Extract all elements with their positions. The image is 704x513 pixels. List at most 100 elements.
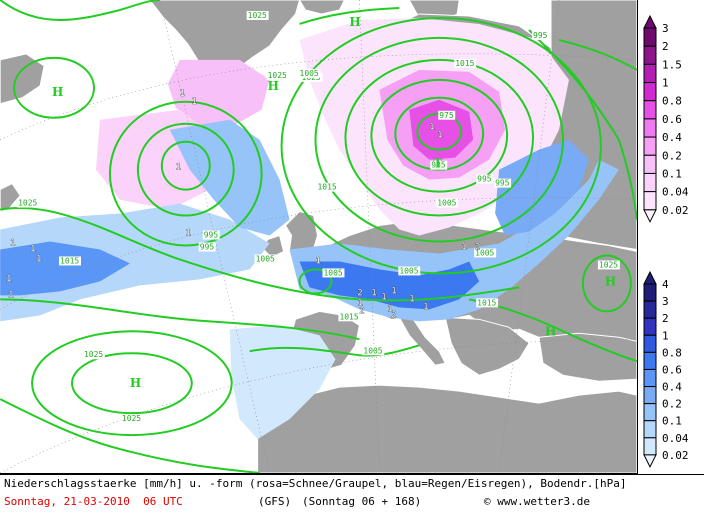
legend-tick-label: 1.5 <box>662 58 682 71</box>
isobar-ring <box>136 122 235 217</box>
isobar-label-bg <box>476 298 499 308</box>
precipitation-value-label: 1 <box>36 254 41 264</box>
legend-tick-label: 4 <box>662 278 669 291</box>
model-name: (GFS) <box>258 495 292 508</box>
legend-swatch <box>643 403 657 422</box>
isobar-ring <box>13 56 95 119</box>
legend-tick-label: 0.4 <box>662 381 682 394</box>
legend-tick-label: 1 <box>662 77 669 90</box>
precipitation-value-label: 1 <box>8 290 13 300</box>
isobar-line <box>0 0 160 21</box>
legend-tick-label: 2 <box>662 312 669 325</box>
precipitation-value-label: 2 <box>359 306 364 316</box>
valid-date: Sonntag, 21-03-2010 06 UTC <box>4 495 183 508</box>
legend-swatch <box>643 437 657 456</box>
legend-swatch <box>643 386 657 405</box>
legend-swatch <box>643 136 657 156</box>
isobar-line <box>0 398 260 473</box>
legend-arrow-top <box>643 270 657 285</box>
isobar-line <box>249 344 420 357</box>
legend-swatch <box>643 368 657 388</box>
landmass-labrador <box>0 53 45 105</box>
isobar-label: 1005 <box>437 199 456 208</box>
legend-swatch <box>643 27 657 47</box>
pressure-center-marker: H <box>268 79 279 93</box>
precipitation-pressure-map: 1025102510251015100599598597510159959959… <box>0 0 638 474</box>
pressure-center-marker: T <box>433 157 442 171</box>
isobar-label: 1025 <box>18 199 37 208</box>
isobar-ring <box>31 330 233 437</box>
pressure-center-marker: H <box>545 324 556 338</box>
legend-tick-label: 0.04 <box>662 186 689 199</box>
legend-swatch <box>643 300 657 319</box>
precipitation-value-label: 1 <box>316 256 321 266</box>
legend-swatch <box>643 191 657 211</box>
isobar-label-bg <box>597 260 620 270</box>
isobar-label: 985 <box>431 161 446 170</box>
legend-swatch <box>643 45 657 65</box>
isobar-label: 1005 <box>323 268 342 277</box>
legend-tick-label: 0.8 <box>662 346 682 359</box>
legend-swatch <box>643 420 657 439</box>
legend-tick-label: 0.02 <box>662 204 689 217</box>
isobar-label: 1005 <box>363 346 382 355</box>
pressure-center-marker: H <box>130 376 141 390</box>
isobar-label-bg <box>254 254 277 264</box>
isobar-label-bg <box>362 346 385 356</box>
rain-precipitation-areas <box>0 119 619 440</box>
isobar-label: 1025 <box>84 350 103 359</box>
rain-area-iceland-band <box>169 119 290 236</box>
isobar-label: 1025 <box>268 71 287 80</box>
isobar-label: 995 <box>495 179 510 188</box>
pressure-centers: H H H H H H T <box>52 15 616 390</box>
isobar-label: 1025 <box>122 414 141 423</box>
isobar-label-bg <box>82 350 105 360</box>
legend-tick-label: 0.6 <box>662 113 682 126</box>
isobar-ring <box>280 16 602 275</box>
isobar-label-bg <box>532 30 550 40</box>
isobar-label-bg <box>266 70 289 80</box>
graticule <box>0 0 637 473</box>
precipitation-value-label: 1 <box>387 304 392 314</box>
isobar-line <box>528 29 637 220</box>
precipitation-value-label: 2 <box>475 242 480 252</box>
isobars <box>0 0 637 473</box>
isobar-label: 995 <box>204 230 219 239</box>
isobar-label: 995 <box>200 242 215 251</box>
precipitation-value-label: 1 <box>10 238 15 248</box>
legend-swatch <box>643 100 657 120</box>
legend-tick-label: 0.8 <box>662 95 682 108</box>
snow-intensity-legend: 3 2 1.5 1 0.8 0.6 0.4 0.2 0.1 0.04 0.02 <box>643 14 689 223</box>
landmass-north-africa <box>257 384 637 473</box>
legend-panel: 3 2 1.5 1 0.8 0.6 0.4 0.2 0.1 0.04 0.02 4 3 2 1 0.8 0.6… <box>638 0 704 474</box>
legend-tick-label: 0.2 <box>662 398 682 411</box>
isobar-label-bg <box>430 160 448 170</box>
map-footer: Niederschlagsstaerke [mm/h] u. -form (ro… <box>0 474 704 513</box>
forecast-run: (Sonntag 06 + 168) <box>302 495 422 508</box>
legend-tick-label: 3 <box>662 295 669 308</box>
legend-swatch <box>643 351 657 370</box>
snow-area-greenland <box>167 59 270 128</box>
isobar-label-bg <box>338 312 361 322</box>
precipitation-value-label: 2 <box>357 288 362 298</box>
isobar-label-bg <box>202 230 220 240</box>
isobar-label-bg <box>436 198 459 208</box>
pressure-center-marker: H <box>605 274 616 288</box>
pressure-center-marker: H <box>52 85 63 99</box>
isobar-label: 1015 <box>477 298 496 307</box>
isobar-label-bg <box>438 110 456 120</box>
isobar-label: 1005 <box>399 266 418 275</box>
legend-swatch <box>643 118 657 138</box>
precipitation-value-label: 1 <box>371 288 376 298</box>
isobar-label-bg <box>322 268 345 278</box>
isobar-ring <box>581 254 632 313</box>
rain-area-atlantic-band <box>0 203 270 322</box>
isobar-label: 1005 <box>256 254 275 263</box>
isobar-label: 995 <box>533 31 548 40</box>
legend-tick-label: 0.04 <box>662 432 689 445</box>
isobar-line <box>558 38 637 71</box>
legend-swatch <box>643 82 657 102</box>
legend-tick-label: 3 <box>662 22 669 35</box>
isobar-label-bg <box>398 266 421 276</box>
